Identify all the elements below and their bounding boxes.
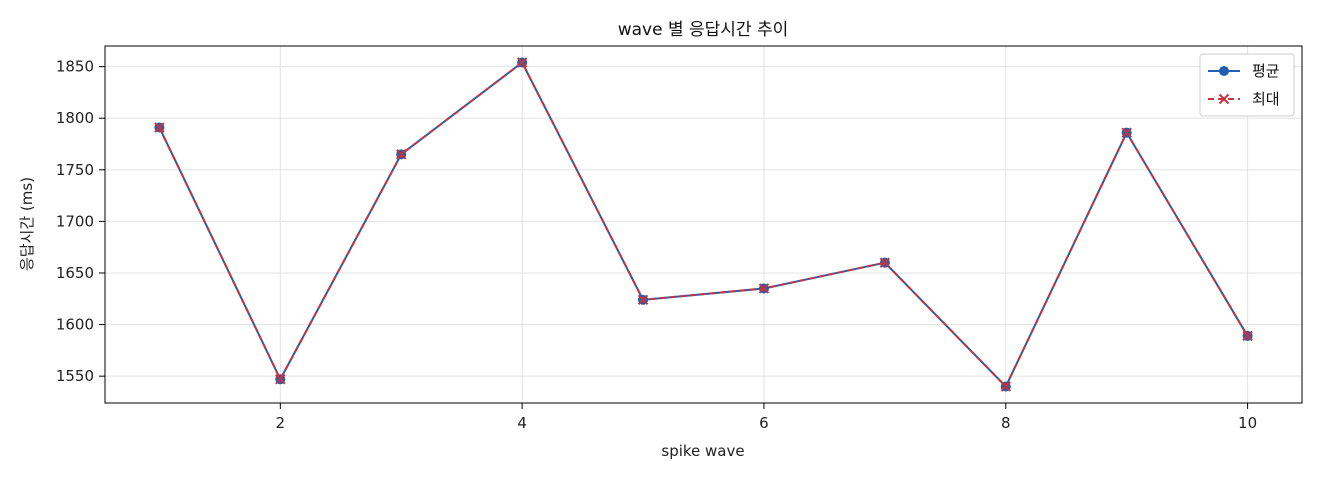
legend-item: 평균	[1208, 62, 1280, 80]
chart-title: wave 별 응답시간 추이	[618, 20, 789, 40]
legend-label: 평균	[1252, 62, 1280, 80]
x-tick-label: 2	[276, 414, 286, 432]
data-point	[637, 294, 649, 306]
series-line	[158, 60, 1249, 389]
legend-box	[1199, 53, 1295, 117]
data-point	[275, 374, 286, 385]
y-tick-label: 1550	[56, 367, 94, 385]
legend-item: 최대	[1208, 90, 1280, 108]
series-line	[158, 60, 1249, 389]
axis-ticks: 2 4 6 8 10 1550 1600 1650 1700 1750 1800 1850	[56, 58, 1257, 432]
data-point	[1121, 127, 1132, 138]
y-axis-title: 응답시간 (ms)	[18, 177, 36, 271]
y-tick-label: 1600	[56, 316, 94, 334]
legend-marker	[1218, 93, 1230, 105]
series-2	[154, 57, 1253, 392]
data-point	[758, 283, 770, 294]
y-tick-label: 1700	[56, 212, 94, 230]
legend-marker	[1219, 66, 1229, 76]
data-point	[1000, 381, 1011, 392]
y-tick-label: 1800	[56, 109, 94, 127]
x-tick-label: 8	[1001, 414, 1011, 432]
grid	[105, 46, 1302, 403]
data-point	[1242, 330, 1253, 342]
data-point	[879, 257, 891, 268]
data-point	[396, 149, 407, 160]
x-tick-label: 6	[759, 414, 769, 432]
y-tick-label: 1850	[56, 58, 94, 76]
series-layer	[154, 57, 1253, 392]
data-point	[516, 57, 528, 68]
x-tick-label: 4	[517, 414, 527, 432]
y-tick-label: 1750	[56, 161, 94, 179]
x-tick-label: 10	[1238, 414, 1257, 432]
plot-frame	[104, 45, 1303, 404]
legend-label: 최대	[1252, 90, 1280, 108]
data-point	[154, 122, 165, 133]
y-tick-label: 1650	[56, 264, 94, 282]
series-1	[154, 57, 1253, 392]
x-axis-title: spike wave	[661, 442, 744, 460]
